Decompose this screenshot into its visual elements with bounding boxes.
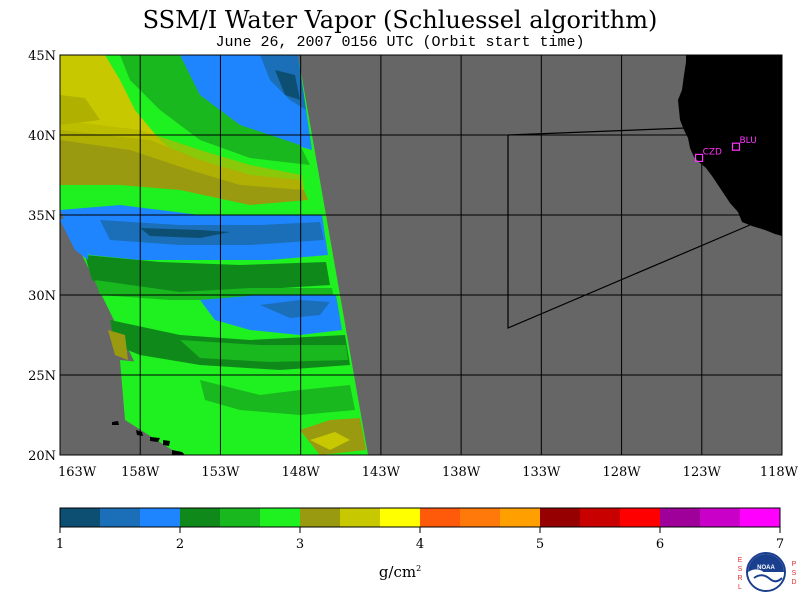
colorbar-tick-label: 6 (656, 537, 664, 552)
colorbar-swatch (420, 508, 460, 527)
lat-label: 20N (28, 449, 56, 464)
colorbar-tick-label: 4 (416, 537, 424, 552)
flight-track (507, 135, 751, 329)
lat-label: 25N (28, 369, 56, 384)
colorbar-swatch (340, 508, 380, 527)
site-markers: CZD BLU (694, 136, 757, 162)
site-label: BLU (739, 136, 756, 146)
colorbar-swatch (500, 508, 540, 527)
logo-letter: R (737, 575, 743, 582)
lon-label: 158W (121, 465, 160, 480)
colorbar-swatch (260, 508, 300, 527)
logo-letter: L (738, 584, 742, 591)
lat-label: 35N (28, 209, 56, 224)
colorbar-tick-label: 2 (176, 537, 184, 552)
lon-label: 118W (760, 465, 799, 480)
hawaii-islands (112, 421, 185, 455)
colorbar-swatch (300, 508, 340, 527)
lon-label: 123W (683, 465, 722, 480)
logo-letter: E (737, 557, 743, 564)
longitude-labels: 163W 158W 153W 148W 143W 138W 133W 128W 123W 118W (58, 465, 799, 480)
colorbar-swatch (580, 508, 620, 527)
map-subtitle: June 26, 2007 0156 UTC (Orbit start time… (215, 34, 585, 51)
lon-label: 148W (282, 465, 321, 480)
lat-label: 30N (28, 289, 56, 304)
logo-letter: S (737, 566, 743, 573)
colorbar-swatch (620, 508, 660, 527)
site-marker (694, 153, 704, 162)
colorbar-swatch (220, 508, 260, 527)
colorbar-swatch (100, 508, 140, 527)
colorbar-swatch (540, 508, 580, 527)
grid-lines (60, 55, 782, 455)
colorbar-swatch (660, 508, 700, 527)
colorbar-tick-label: 1 (56, 537, 64, 552)
site-marker (731, 142, 741, 151)
lon-label: 128W (602, 465, 641, 480)
colorbar-units: g/cm2 (378, 563, 422, 581)
lon-label: 143W (362, 465, 401, 480)
flight-track-north (507, 127, 687, 136)
lon-label: 153W (201, 465, 240, 480)
colorbar-swatch (60, 508, 100, 527)
colorbar-swatch (140, 508, 180, 527)
map-area: CZD BLU (59, 54, 783, 456)
colorbar-swatch (740, 508, 780, 527)
colorbar (59, 507, 781, 528)
lon-label: 133W (522, 465, 561, 480)
colorbar-swatch (460, 508, 500, 527)
colorbar-tick-label: 7 (776, 537, 784, 552)
logo-letter: S (791, 570, 797, 577)
north-america-land (678, 55, 782, 236)
colorbar-tick-label: 5 (536, 537, 544, 552)
logo-letter: D (791, 579, 797, 586)
lon-label: 163W (58, 465, 97, 480)
colorbar-tick-label: 3 (296, 537, 304, 552)
colorbar-swatch (380, 508, 420, 527)
logo-letter: P (791, 561, 797, 568)
colorbar-tick-labels: 1 2 3 4 5 6 7 (56, 527, 784, 552)
lat-label: 45N (28, 49, 56, 64)
lat-label: 40N (28, 129, 56, 144)
svg-text:NOAA: NOAA (757, 565, 775, 571)
map-frame (59, 54, 783, 456)
site-label: CZD (703, 147, 722, 157)
map-title: SSM/I Water Vapor (Schluessel algorithm) (142, 6, 658, 34)
colorbar-swatch (700, 508, 740, 527)
satellite-swath (60, 55, 368, 455)
lon-label: 138W (442, 465, 481, 480)
colorbar-swatch (180, 508, 220, 527)
latitude-labels: 45N 40N 35N 30N 25N 20N (28, 49, 56, 464)
